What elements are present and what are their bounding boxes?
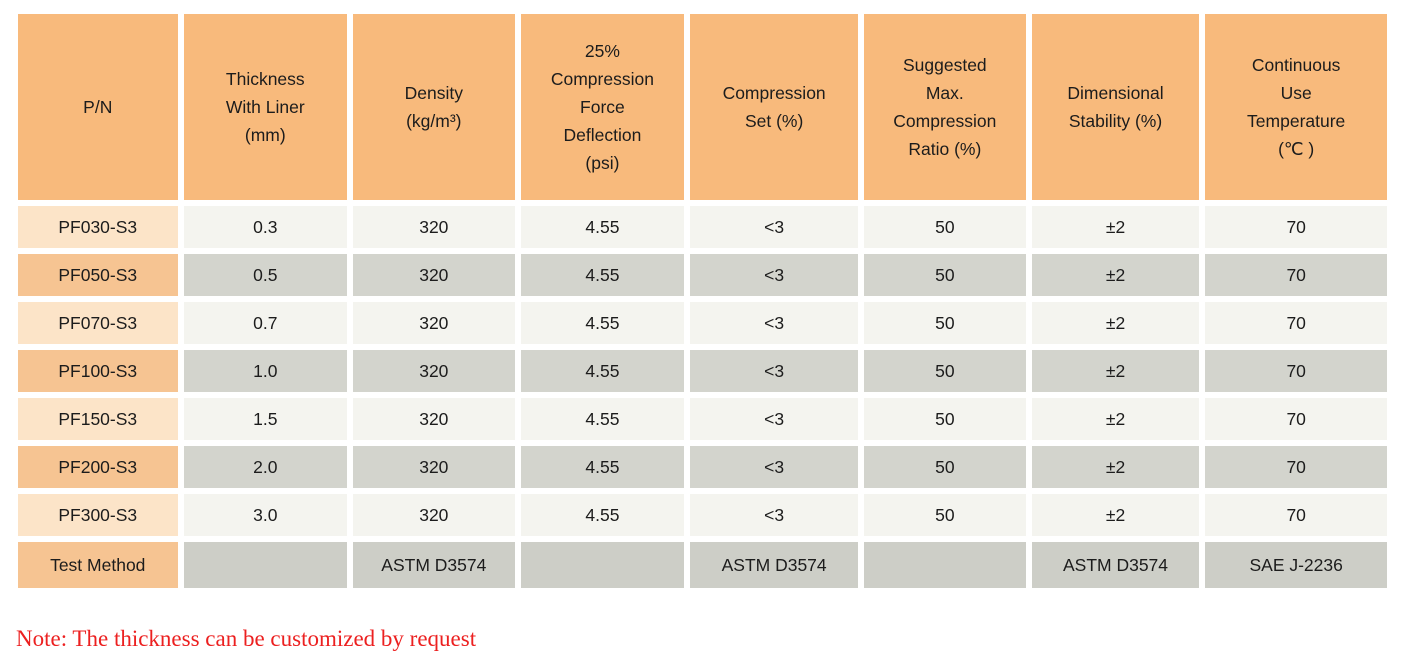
pn-cell: PF050-S3 [18,254,178,296]
pn-cell: PF070-S3 [18,302,178,344]
value-cell-cfd [520,542,685,588]
value-cell-dimensional-stability: ASTM D3574 [1031,542,1200,588]
value-cell-max-compression-ratio: 50 [863,350,1026,392]
table-row: PF100-S3 1.0 320 4.55 <3 50 ±2 70 [18,350,1387,392]
value-cell-cfd: 4.55 [520,302,685,344]
value-cell-continuous-use-temp: 70 [1205,446,1387,488]
column-header-compression-set: Compression Set (%) [690,14,858,200]
value-cell-density: 320 [353,254,515,296]
value-cell-max-compression-ratio: 50 [863,446,1026,488]
value-cell-continuous-use-temp: 70 [1205,398,1387,440]
pn-cell: Test Method [18,542,178,588]
value-cell-continuous-use-temp: 70 [1205,302,1387,344]
value-cell-max-compression-ratio: 50 [863,398,1026,440]
thickness-note: Note: The thickness can be customized by… [16,626,477,651]
pn-cell: PF100-S3 [18,350,178,392]
column-header-dimensional-stability: Dimensional Stability (%) [1031,14,1200,200]
value-cell-cfd: 4.55 [520,398,685,440]
table-row: PF150-S3 1.5 320 4.55 <3 50 ±2 70 [18,398,1387,440]
value-cell-compression-set: <3 [690,494,858,536]
table-row: PF200-S3 2.0 320 4.55 <3 50 ±2 70 [18,446,1387,488]
value-cell-thickness: 0.7 [183,302,348,344]
value-cell-density: 320 [353,206,515,248]
value-cell-dimensional-stability: ±2 [1031,446,1200,488]
test-method-row: Test Method ASTM D3574 ASTM D3574 ASTM D357… [18,542,1387,588]
value-cell-density: 320 [353,302,515,344]
value-cell-continuous-use-temp: 70 [1205,254,1387,296]
value-cell-thickness: 1.5 [183,398,348,440]
table-row: PF030-S3 0.3 320 4.55 <3 50 ±2 70 [18,206,1387,248]
value-cell-density: ASTM D3574 [353,542,515,588]
pn-cell: PF200-S3 [18,446,178,488]
value-cell-compression-set: <3 [690,302,858,344]
column-header-continuous-use-temp: Continuous Use Temperature (℃ ) [1205,14,1387,200]
value-cell-dimensional-stability: ±2 [1031,206,1200,248]
value-cell-continuous-use-temp: 70 [1205,206,1387,248]
value-cell-dimensional-stability: ±2 [1031,350,1200,392]
value-cell-cfd: 4.55 [520,350,685,392]
table-row: PF300-S3 3.0 320 4.55 <3 50 ±2 70 [18,494,1387,536]
column-header-density: Density (kg/m³) [353,14,515,200]
value-cell-cfd: 4.55 [520,254,685,296]
value-cell-max-compression-ratio: 50 [863,254,1026,296]
pn-cell: PF300-S3 [18,494,178,536]
value-cell-compression-set: ASTM D3574 [690,542,858,588]
value-cell-density: 320 [353,398,515,440]
value-cell-dimensional-stability: ±2 [1031,302,1200,344]
pn-cell: PF030-S3 [18,206,178,248]
value-cell-compression-set: <3 [690,446,858,488]
value-cell-compression-set: <3 [690,350,858,392]
table-body: PF030-S3 0.3 320 4.55 <3 50 ±2 70 PF050-S3 0.5 320… [18,206,1387,588]
value-cell-continuous-use-temp: 70 [1205,350,1387,392]
header-row: P/N Thickness With Liner (mm) Density (kg/… [18,14,1387,200]
value-cell-compression-set: <3 [690,254,858,296]
value-cell-cfd: 4.55 [520,446,685,488]
value-cell-max-compression-ratio: 50 [863,494,1026,536]
value-cell-thickness: 3.0 [183,494,348,536]
product-spec-table: P/N Thickness With Liner (mm) Density (kg/… [12,8,1393,594]
value-cell-density: 320 [353,350,515,392]
value-cell-max-compression-ratio [863,542,1026,588]
value-cell-thickness [183,542,348,588]
value-cell-max-compression-ratio: 50 [863,302,1026,344]
value-cell-continuous-use-temp: 70 [1205,494,1387,536]
pn-cell: PF150-S3 [18,398,178,440]
value-cell-dimensional-stability: ±2 [1031,254,1200,296]
column-header-pn: P/N [18,14,178,200]
value-cell-continuous-use-temp: SAE J-2236 [1205,542,1387,588]
value-cell-thickness: 2.0 [183,446,348,488]
table-row: PF070-S3 0.7 320 4.55 <3 50 ±2 70 [18,302,1387,344]
value-cell-max-compression-ratio: 50 [863,206,1026,248]
value-cell-density: 320 [353,494,515,536]
table-row: PF050-S3 0.5 320 4.55 <3 50 ±2 70 [18,254,1387,296]
value-cell-cfd: 4.55 [520,494,685,536]
value-cell-compression-set: <3 [690,398,858,440]
column-header-thickness: Thickness With Liner (mm) [183,14,348,200]
value-cell-density: 320 [353,446,515,488]
value-cell-thickness: 0.5 [183,254,348,296]
value-cell-dimensional-stability: ±2 [1031,494,1200,536]
value-cell-cfd: 4.55 [520,206,685,248]
column-header-max-compression-ratio: Suggested Max. Compression Ratio (%) [863,14,1026,200]
value-cell-compression-set: <3 [690,206,858,248]
value-cell-thickness: 1.0 [183,350,348,392]
value-cell-dimensional-stability: ±2 [1031,398,1200,440]
column-header-cfd: 25% Compression Force Deflection (psi) [520,14,685,200]
value-cell-thickness: 0.3 [183,206,348,248]
